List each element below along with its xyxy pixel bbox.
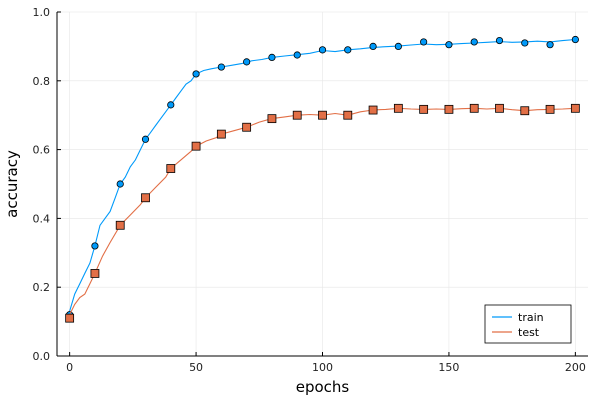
test-point <box>90 269 100 278</box>
train-point <box>116 180 124 188</box>
test-point <box>520 106 530 116</box>
y-axis-title: accuracy <box>3 150 21 218</box>
test-point <box>191 141 201 151</box>
train-point <box>571 35 579 44</box>
test-point <box>292 110 302 120</box>
x-tick-label: 0 <box>66 361 73 374</box>
test-point <box>216 129 226 139</box>
legend: train test <box>484 304 572 344</box>
train-point <box>167 101 175 109</box>
grid-lines <box>57 11 588 357</box>
train-point <box>495 36 504 45</box>
y-tick-label: 0.6 <box>33 144 51 157</box>
train-series-line <box>69 38 576 312</box>
test-point <box>570 103 580 113</box>
train-point <box>91 242 99 250</box>
test-point <box>318 110 327 120</box>
train-point <box>293 51 301 59</box>
legend-box <box>484 304 572 344</box>
train-point <box>268 53 276 62</box>
train-point <box>217 63 225 71</box>
test-point <box>545 104 555 114</box>
train-point <box>344 46 352 54</box>
x-tick-label: 100 <box>312 361 333 374</box>
train-point <box>546 41 554 49</box>
train-point <box>420 38 428 46</box>
train-point <box>470 38 478 46</box>
test-point <box>65 313 75 323</box>
x-tick-label: 50 <box>189 361 203 374</box>
legend-label-train: train <box>518 311 544 324</box>
train-point <box>369 42 377 51</box>
test-point <box>368 105 378 115</box>
test-point <box>141 193 150 203</box>
tick-labels: 0 50 100 150 200 0.0 0.2 0.4 0.6 0.8 1.0 <box>33 6 586 374</box>
x-tick-label: 200 <box>565 361 586 374</box>
train-point <box>318 46 327 54</box>
y-tick-label: 0.8 <box>33 75 51 88</box>
y-tick-label: 0.2 <box>33 281 51 294</box>
x-axis-title: epochs <box>296 378 350 396</box>
y-tick-label: 1.0 <box>33 6 51 19</box>
test-point <box>393 103 403 113</box>
test-point <box>115 220 125 230</box>
train-point <box>243 58 251 66</box>
test-point <box>495 103 504 113</box>
train-point <box>141 135 150 143</box>
test-point <box>267 114 277 124</box>
train-point <box>521 39 529 47</box>
test-point <box>242 122 252 132</box>
legend-label-test: test <box>518 326 540 339</box>
test-point <box>469 103 479 113</box>
x-tick-label: 150 <box>438 361 459 374</box>
series-layer <box>65 35 580 323</box>
test-point <box>419 104 429 114</box>
y-tick-label: 0.0 <box>33 350 51 363</box>
train-point <box>192 70 200 78</box>
test-point <box>166 164 176 173</box>
axes <box>56 11 588 357</box>
y-tick-label: 0.4 <box>33 212 51 225</box>
train-point <box>445 41 453 49</box>
test-point <box>343 110 353 120</box>
test-point <box>444 104 454 114</box>
train-point <box>394 42 402 51</box>
